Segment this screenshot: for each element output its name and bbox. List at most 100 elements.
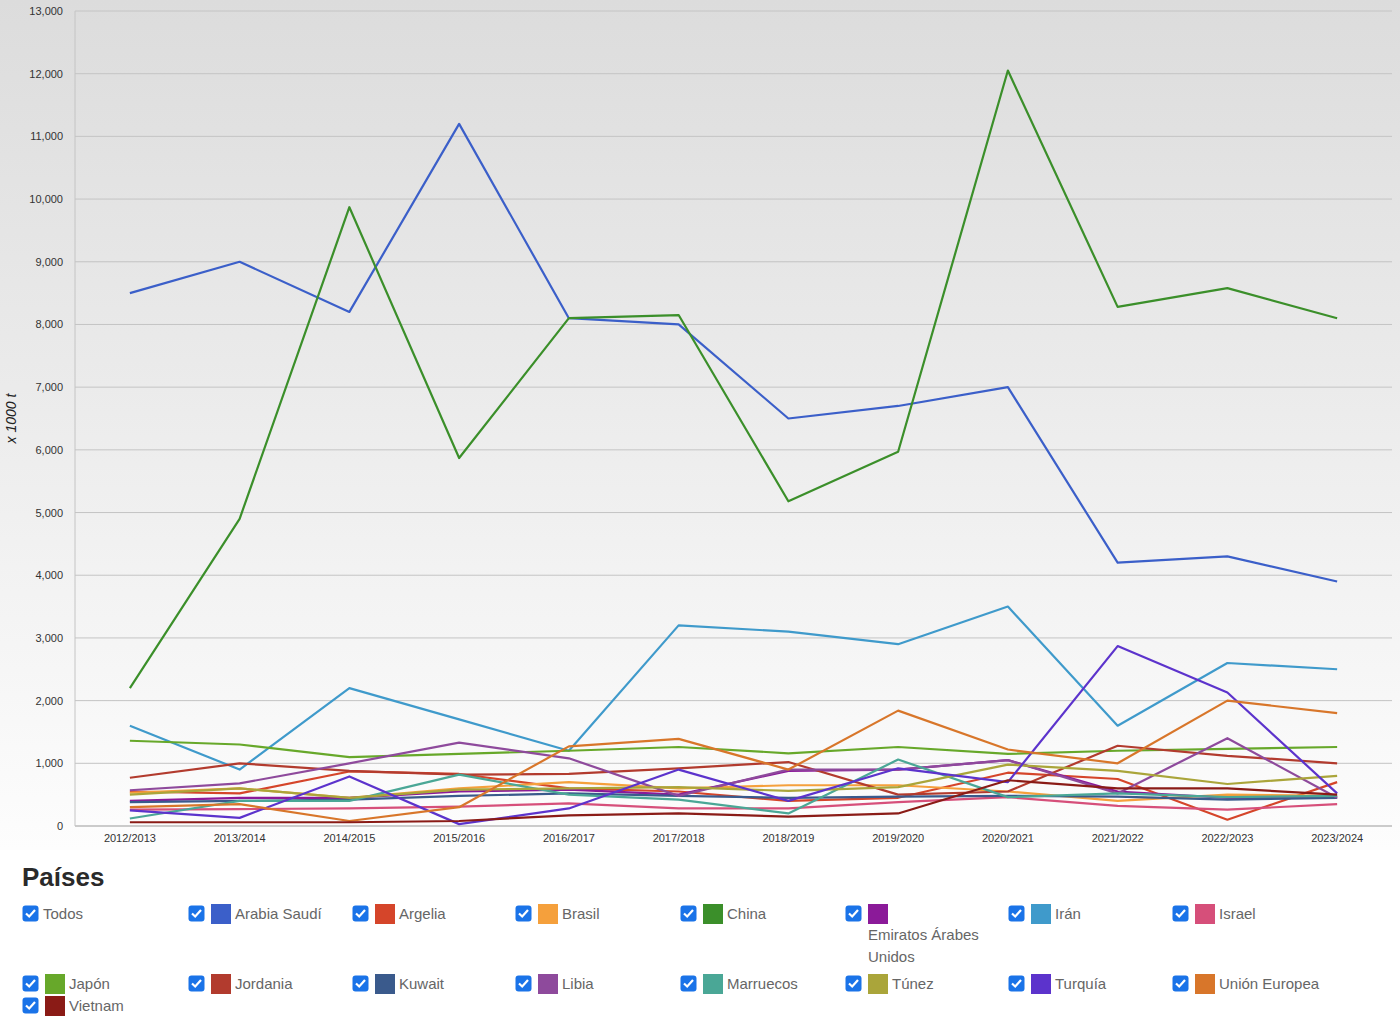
checkbox[interactable] (515, 905, 532, 922)
checkbox[interactable] (352, 975, 369, 992)
legend-label: Arabia Saudí (235, 904, 322, 924)
grid-line (75, 136, 1392, 137)
legend-item[interactable]: China (680, 904, 766, 924)
legend-item[interactable]: Túnez (845, 974, 934, 994)
legend-item[interactable]: Jordania (188, 974, 293, 994)
legend-swatch (1195, 904, 1215, 924)
x-tick-label: 2015/2016 (433, 832, 485, 844)
legend-item[interactable]: Turquía (1008, 974, 1106, 994)
series-line (130, 124, 1337, 582)
y-tick-label: 0 (57, 820, 63, 832)
y-tick-label: 6,000 (35, 444, 63, 456)
legend-item[interactable]: Irán (1008, 904, 1081, 924)
legend-label: Vietnam (69, 996, 124, 1016)
legend-swatch (703, 974, 723, 994)
legend-item[interactable]: Todos (22, 904, 83, 924)
background (0, 0, 1400, 850)
legend-swatch (703, 904, 723, 924)
y-tick-label: 12,000 (29, 68, 63, 80)
legend-swatch (1195, 974, 1215, 994)
y-tick-label: 8,000 (35, 318, 63, 330)
checkbox[interactable] (22, 997, 39, 1014)
legend-item[interactable]: Argelia (352, 904, 446, 924)
legend-label: Jordania (235, 974, 293, 994)
checkbox[interactable] (845, 905, 862, 922)
legend-label: Marruecos (727, 974, 798, 994)
legend: PaísesTodosArabia SaudíArgeliaBrasilChin… (0, 850, 1400, 1026)
grid-line (75, 261, 1392, 262)
checkbox[interactable] (22, 975, 39, 992)
legend-swatch (211, 904, 231, 924)
y-tick-label: 7,000 (35, 381, 63, 393)
legend-item[interactable]: Vietnam (22, 996, 124, 1016)
x-tick-label: 2013/2014 (214, 832, 266, 844)
x-tick-label: 2019/2020 (872, 832, 924, 844)
x-tick-label: 2014/2015 (323, 832, 375, 844)
legend-label: Emiratos Árabes Unidos (868, 924, 988, 968)
checkbox[interactable] (515, 975, 532, 992)
legend-item[interactable]: Libia (515, 974, 594, 994)
y-tick-label: 3,000 (35, 632, 63, 644)
grid-line (75, 199, 1392, 200)
legend-item[interactable]: Brasil (515, 904, 600, 924)
checkbox[interactable] (1172, 975, 1189, 992)
legend-label: Libia (562, 974, 594, 994)
x-tick-label: 2023/2024 (1311, 832, 1363, 844)
checkbox[interactable] (188, 975, 205, 992)
legend-item[interactable]: Israel (1172, 904, 1256, 924)
checkbox[interactable] (680, 905, 697, 922)
x-tick-label: 2017/2018 (653, 832, 705, 844)
legend-item[interactable]: Kuwait (352, 974, 444, 994)
legend-swatch (45, 974, 65, 994)
legend-item[interactable]: Unión Europea (1172, 974, 1319, 994)
series-line (130, 71, 1337, 689)
grid-line (75, 700, 1392, 701)
legend-item[interactable]: Japón (22, 974, 110, 994)
y-tick-label: 9,000 (35, 256, 63, 268)
checkbox[interactable] (1008, 905, 1025, 922)
checkbox[interactable] (1008, 975, 1025, 992)
legend-label: Argelia (399, 904, 446, 924)
checkbox[interactable] (1172, 905, 1189, 922)
checkbox[interactable] (22, 905, 39, 922)
x-tick-label: 2012/2013 (104, 832, 156, 844)
legend-label: Túnez (892, 974, 934, 994)
x-tick-label: 2018/2019 (762, 832, 814, 844)
legend-swatch (211, 974, 231, 994)
y-tick-label: 4,000 (35, 569, 63, 581)
grid-line (75, 826, 1392, 827)
y-tick-label: 1,000 (35, 757, 63, 769)
legend-label: Irán (1055, 904, 1081, 924)
legend-label: Brasil (562, 904, 600, 924)
legend-label: Turquía (1055, 974, 1106, 994)
series-line (130, 780, 1337, 822)
legend-swatch (868, 904, 888, 924)
legend-label: Japón (69, 974, 110, 994)
y-tick-label: 5,000 (35, 507, 63, 519)
legend-label: Israel (1219, 904, 1256, 924)
x-tick-label: 2021/2022 (1092, 832, 1144, 844)
y-axis-title: x 1000 t (3, 392, 19, 444)
grid (75, 11, 1392, 826)
y-tick-label: 11,000 (30, 130, 63, 142)
legend-label: Kuwait (399, 974, 444, 994)
legend-label: Unión Europea (1219, 974, 1319, 994)
grid-line (75, 11, 1392, 12)
legend-swatch (1031, 974, 1051, 994)
chart: 01,0002,0003,0004,0005,0006,0007,0008,00… (0, 0, 1400, 850)
legend-item[interactable]: Arabia Saudí (188, 904, 322, 924)
y-axis (75, 11, 76, 826)
checkbox[interactable] (188, 905, 205, 922)
legend-swatch (868, 974, 888, 994)
legend-swatch (538, 974, 558, 994)
series-line (130, 646, 1337, 824)
legend-item[interactable]: Marruecos (680, 974, 798, 994)
checkbox[interactable] (352, 905, 369, 922)
grid-line (75, 449, 1392, 450)
legend-item[interactable]: Emiratos Árabes Unidos (845, 904, 988, 968)
series-line (130, 765, 1337, 798)
grid-line (75, 763, 1392, 764)
checkbox[interactable] (680, 975, 697, 992)
lines (130, 71, 1337, 825)
checkbox[interactable] (845, 975, 862, 992)
